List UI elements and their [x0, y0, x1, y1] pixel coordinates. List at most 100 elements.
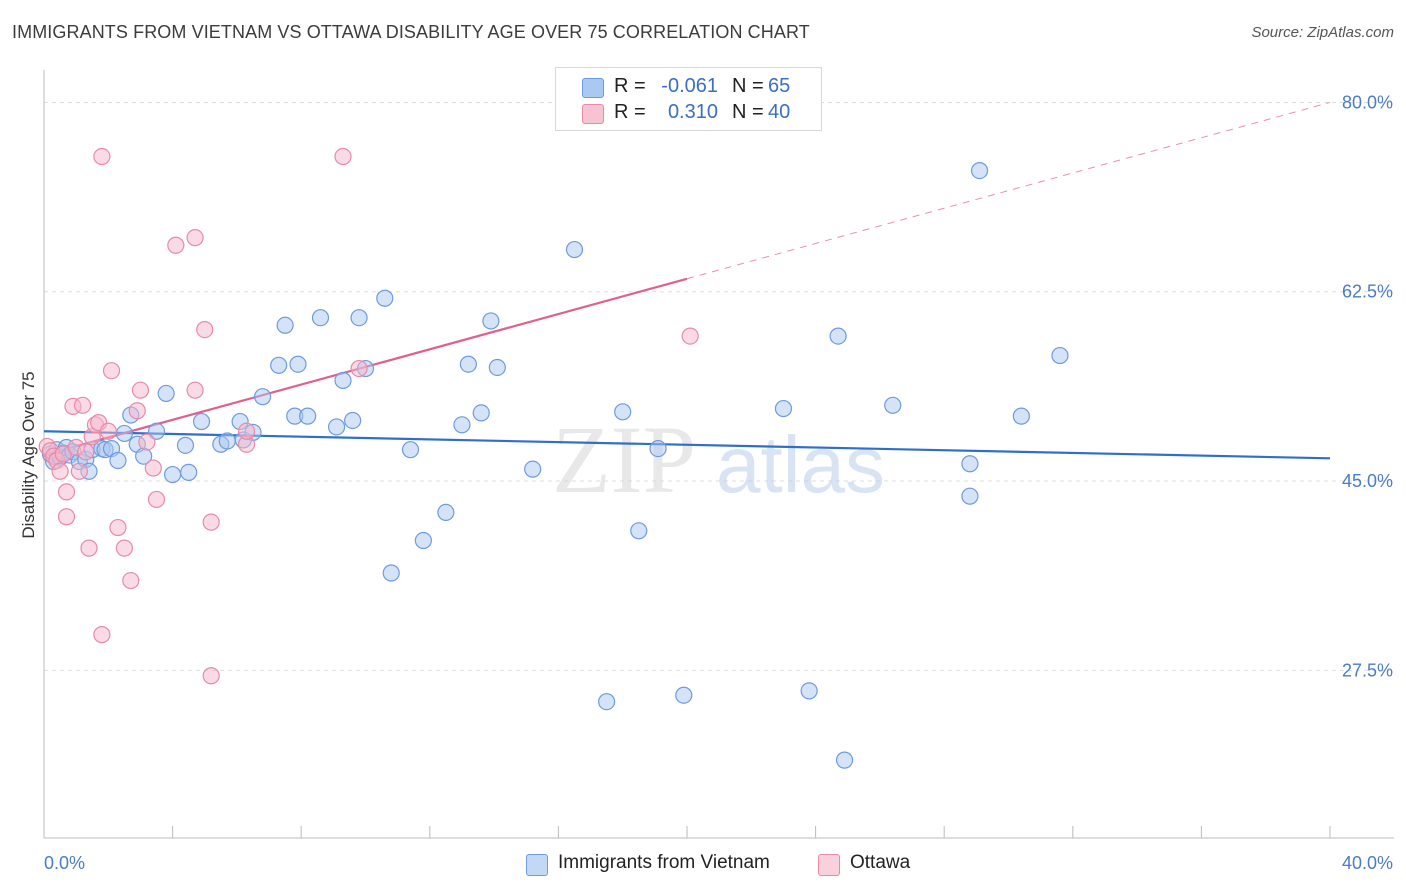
- point-ottawa: [57, 483, 76, 501]
- point-ottawa: [99, 422, 117, 440]
- point-ottawa: [109, 518, 127, 537]
- legend-swatch-blue: [526, 854, 548, 876]
- point-vietnam: [414, 531, 432, 550]
- point-vietnam: [334, 371, 352, 390]
- legend-label: Immigrants from Vietnam: [558, 852, 770, 873]
- point-vietnam: [327, 418, 346, 436]
- point-vietnam: [1012, 407, 1030, 425]
- point-vietnam: [344, 411, 362, 430]
- y-tick-label: 27.5%: [1342, 660, 1393, 680]
- point-ottawa: [128, 402, 146, 420]
- point-vietnam: [299, 407, 317, 425]
- point-vietnam: [147, 422, 166, 440]
- point-vietnam: [649, 439, 667, 458]
- legend-n-value: 40: [768, 101, 791, 123]
- point-vietnam: [157, 384, 175, 403]
- point-vietnam: [176, 436, 195, 454]
- legend-swatch-pink: [582, 104, 604, 124]
- point-ottawa: [115, 539, 133, 557]
- x-tick-label: 40.0%: [1342, 853, 1393, 873]
- point-ottawa: [93, 626, 111, 644]
- point-ottawa: [73, 396, 92, 414]
- legend-n-label: N =: [732, 75, 764, 97]
- point-ottawa: [350, 359, 368, 378]
- point-ottawa: [80, 539, 98, 557]
- legend-r-label: R =: [614, 75, 646, 97]
- point-vietnam: [376, 289, 394, 307]
- point-ottawa: [186, 229, 204, 247]
- point-vietnam: [289, 355, 307, 373]
- point-vietnam: [350, 309, 368, 327]
- point-ottawa: [186, 381, 204, 399]
- point-vietnam: [472, 404, 490, 422]
- point-vietnam: [270, 356, 288, 374]
- point-ottawa: [202, 667, 220, 685]
- legend-r-value: 0.310: [667, 101, 718, 123]
- point-ottawa: [77, 443, 95, 461]
- point-ottawa: [202, 513, 220, 531]
- point-ottawa: [138, 433, 156, 451]
- point-ottawa: [70, 462, 88, 480]
- point-ottawa: [131, 381, 150, 399]
- point-vietnam: [311, 309, 330, 327]
- point-vietnam: [829, 327, 847, 345]
- point-ottawa: [334, 147, 352, 166]
- point-vietnam: [453, 416, 471, 434]
- point-ottawa: [167, 236, 185, 254]
- point-vietnam: [218, 432, 236, 450]
- point-vietnam: [382, 564, 400, 582]
- y-tick-label: 62.5%: [1342, 282, 1393, 302]
- point-ottawa: [144, 459, 162, 477]
- x-tick-labels: 0.0% 40.0%: [44, 853, 1393, 873]
- watermark-zip: ZIP: [552, 406, 696, 513]
- point-vietnam: [164, 465, 182, 484]
- y-tick-label: 80.0%: [1342, 92, 1393, 112]
- correlation-legend: R = -0.061 N = 65 R = 0.310 N = 40: [555, 67, 822, 131]
- watermark-atlas: atlas: [716, 420, 885, 509]
- point-vietnam: [774, 399, 793, 418]
- point-vietnam: [459, 355, 477, 373]
- trend-lines: [43, 101, 1331, 460]
- legend-swatch-blue: [582, 78, 604, 98]
- point-vietnam: [614, 403, 632, 421]
- point-ottawa: [57, 508, 76, 526]
- y-axis-label: Disability Age Over 75: [19, 371, 38, 538]
- y-tick-label: 45.0%: [1342, 471, 1393, 491]
- point-vietnam: [401, 441, 420, 459]
- point-ottawa: [102, 362, 121, 380]
- point-ottawa: [51, 462, 69, 480]
- point-vietnam: [630, 522, 648, 540]
- point-vietnam: [524, 460, 542, 478]
- legend-swatch-pink: [818, 854, 840, 876]
- legend-n-value: 65: [768, 75, 791, 97]
- point-vietnam: [961, 455, 979, 473]
- point-vietnam: [488, 358, 506, 377]
- point-vietnam: [109, 451, 127, 470]
- source-label: Source: ZipAtlas.com: [1251, 24, 1394, 41]
- point-vietnam: [1051, 346, 1069, 365]
- chart-title: IMMIGRANTS FROM VIETNAM VS OTTAWA DISABI…: [12, 22, 810, 42]
- point-vietnam: [565, 240, 584, 259]
- legend-r-value: -0.061: [661, 75, 718, 97]
- point-vietnam: [970, 161, 989, 180]
- point-ottawa: [147, 490, 166, 509]
- legend-n-label: N =: [732, 101, 764, 123]
- watermark: ZIP atlas: [552, 406, 885, 513]
- point-ottawa: [93, 147, 111, 166]
- point-vietnam: [961, 487, 979, 505]
- point-vietnam: [884, 396, 902, 414]
- point-vietnam: [115, 424, 133, 443]
- point-vietnam: [276, 316, 294, 334]
- point-vietnam: [800, 682, 818, 700]
- point-ottawa: [196, 321, 214, 339]
- point-vietnam: [675, 686, 693, 704]
- point-ottawa: [237, 422, 256, 440]
- point-vietnam: [835, 751, 854, 769]
- series-legend: Immigrants from Vietnam Ottawa: [0, 852, 1406, 878]
- y-tick-labels: 27.5% 45.0% 62.5% 80.0%: [1342, 92, 1393, 680]
- point-vietnam: [254, 388, 272, 406]
- legend-r-label: R =: [614, 101, 646, 123]
- data-points: [38, 147, 1069, 769]
- point-vietnam: [192, 412, 211, 431]
